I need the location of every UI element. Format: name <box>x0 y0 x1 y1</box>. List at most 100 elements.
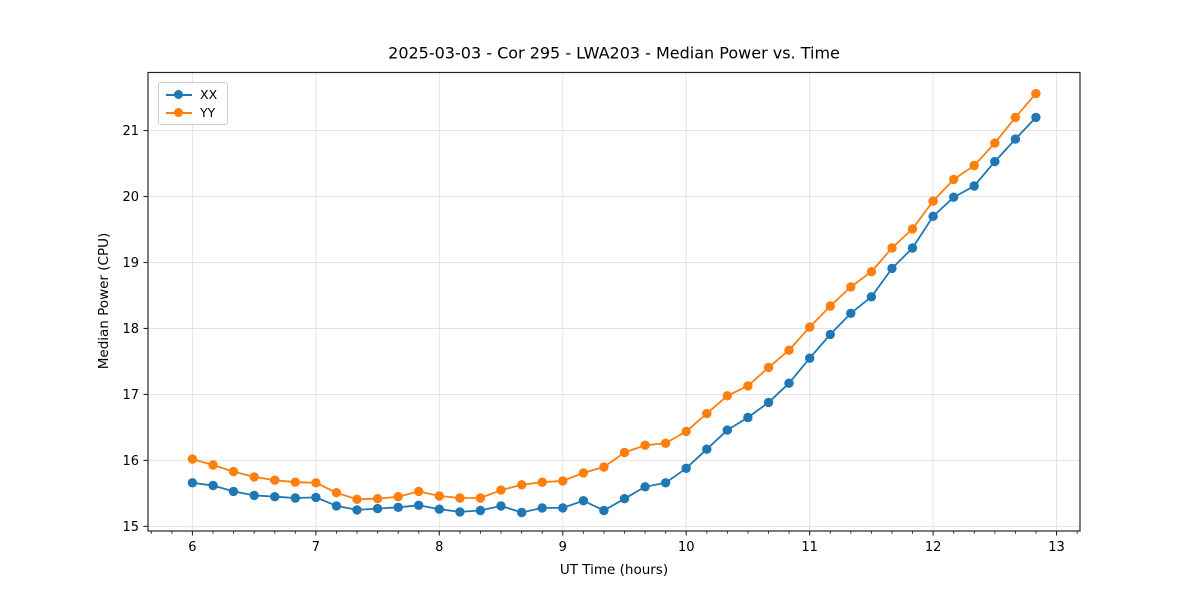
data-point <box>599 462 609 472</box>
x-tick-label: 9 <box>559 540 567 555</box>
y-tick-label: 15 <box>122 520 139 535</box>
data-point <box>681 463 691 473</box>
y-tick-label: 20 <box>122 190 139 205</box>
data-point <box>311 478 321 488</box>
y-tick-label: 16 <box>122 454 139 469</box>
data-point <box>702 408 712 419</box>
data-point <box>270 492 280 502</box>
data-point <box>990 138 1000 148</box>
x-tick-label: 7 <box>312 540 320 555</box>
data-point <box>311 492 321 503</box>
data-point <box>434 491 444 501</box>
data-point <box>537 503 547 513</box>
chart-title: 2025-03-03 - Cor 295 - LWA203 - Median P… <box>388 43 840 63</box>
data-point <box>558 476 568 486</box>
data-point <box>249 490 259 501</box>
data-point <box>434 504 444 514</box>
data-point <box>517 480 527 490</box>
data-point <box>928 196 938 206</box>
series-yy-markers <box>187 88 1041 504</box>
data-point <box>722 391 732 401</box>
data-point <box>228 466 239 477</box>
data-point <box>805 353 815 363</box>
data-point <box>1010 134 1021 144</box>
data-point <box>805 322 815 332</box>
legend-item-xx: XX <box>166 87 217 102</box>
plot-border <box>147 71 1081 532</box>
legend-label-xx: XX <box>200 87 218 102</box>
data-point <box>640 440 650 450</box>
data-point <box>784 378 794 388</box>
data-point <box>475 493 486 503</box>
data-point <box>660 438 671 448</box>
data-point <box>866 267 877 277</box>
data-point <box>640 482 650 492</box>
data-point <box>393 492 403 502</box>
data-point <box>331 501 342 511</box>
data-point <box>846 308 856 318</box>
data-point <box>496 501 506 511</box>
data-point <box>660 478 671 488</box>
data-point <box>352 494 362 504</box>
y-tick-label: 21 <box>122 124 139 139</box>
data-point <box>722 425 732 435</box>
data-point <box>743 412 753 423</box>
series-xx-line <box>192 116 1037 514</box>
data-point <box>455 507 465 517</box>
legend-label-yy: YY <box>200 105 216 120</box>
data-point <box>681 426 691 437</box>
x-tick-label: 8 <box>435 540 443 555</box>
data-point <box>1010 112 1021 123</box>
data-point <box>619 494 630 504</box>
x-tick-label: 6 <box>188 540 196 555</box>
data-point <box>990 156 1000 167</box>
data-point <box>702 444 712 454</box>
data-point <box>887 263 897 274</box>
data-point <box>763 397 774 408</box>
data-point <box>331 488 342 498</box>
data-point <box>928 211 938 221</box>
legend-swatch-yy-icon <box>166 107 192 118</box>
data-point <box>619 447 630 458</box>
data-point <box>578 468 589 478</box>
data-point <box>414 486 424 497</box>
data-point <box>1031 88 1041 99</box>
data-point <box>969 181 979 191</box>
data-point <box>228 486 239 497</box>
x-tick-label: 13 <box>1048 540 1065 555</box>
data-point <box>352 505 362 515</box>
data-point <box>414 500 424 510</box>
data-point <box>763 362 774 373</box>
data-point <box>969 160 979 171</box>
data-point <box>846 282 856 292</box>
legend: XX YY <box>158 82 229 125</box>
data-point <box>455 493 465 503</box>
data-point <box>578 496 589 506</box>
data-point <box>537 477 547 487</box>
data-point <box>743 381 753 391</box>
data-point <box>784 345 794 355</box>
series-yy-line <box>192 93 1037 501</box>
x-tick-label: 12 <box>925 540 942 555</box>
data-point <box>290 477 300 487</box>
series-xx-markers <box>187 112 1041 518</box>
legend-swatch-xx-icon <box>166 89 192 100</box>
x-tick-label: 10 <box>678 540 695 555</box>
x-tick-label: 11 <box>801 540 818 555</box>
data-point <box>372 503 383 514</box>
data-point <box>1031 112 1041 123</box>
data-point <box>558 503 568 513</box>
data-point <box>270 475 280 485</box>
data-point <box>187 454 198 464</box>
data-point <box>866 292 877 302</box>
data-point <box>496 485 506 495</box>
data-point <box>208 460 218 470</box>
data-point <box>825 329 835 340</box>
data-point <box>907 243 918 253</box>
data-point <box>517 507 527 518</box>
y-tick-label: 18 <box>122 322 139 337</box>
data-point <box>907 224 918 234</box>
data-point <box>949 174 959 185</box>
